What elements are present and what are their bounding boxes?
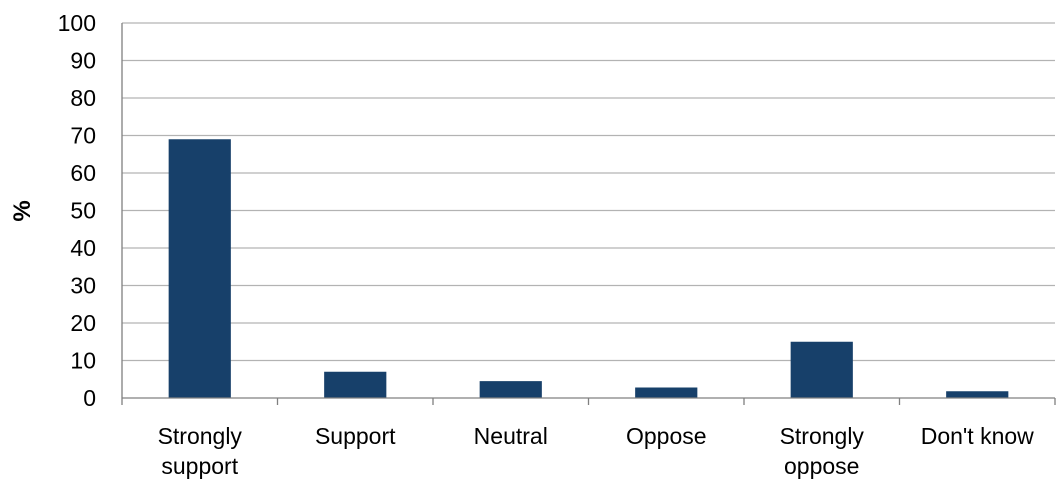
category-label: Neutral (474, 423, 548, 449)
category-labels: Strongly support Support Neutral Oppose Stron… (158, 423, 1035, 479)
bar (324, 371, 387, 398)
category-label: Oppose (626, 423, 707, 449)
y-tick-label: 90 (70, 48, 96, 74)
bar (479, 381, 542, 398)
category-label: Don't know (921, 423, 1034, 449)
y-axis-title: % (9, 200, 36, 221)
y-tick-label: 60 (70, 160, 96, 186)
bar (790, 341, 853, 398)
y-tick-label: 20 (70, 310, 96, 336)
y-tick-labels: 0 10 20 30 40 50 60 70 80 90 100 (58, 10, 96, 411)
y-tick-label: 10 (70, 348, 96, 374)
y-tick-label: 30 (70, 273, 96, 299)
axes (121, 23, 1056, 405)
y-tick-label: 40 (70, 235, 96, 261)
y-tick-label: 50 (70, 198, 96, 224)
y-tick-label: 70 (70, 123, 96, 149)
y-tick-label: 80 (70, 85, 96, 111)
category-label: Strongly oppose (780, 423, 865, 479)
bar (635, 387, 698, 398)
category-label: Support (315, 423, 396, 449)
bar (946, 391, 1009, 398)
category-label: Strongly support (158, 423, 243, 479)
y-tick-label: 100 (58, 10, 96, 36)
bars (168, 139, 1009, 398)
y-tick-label: 0 (83, 385, 96, 411)
bar (168, 139, 231, 398)
gridlines (122, 22, 1055, 362)
